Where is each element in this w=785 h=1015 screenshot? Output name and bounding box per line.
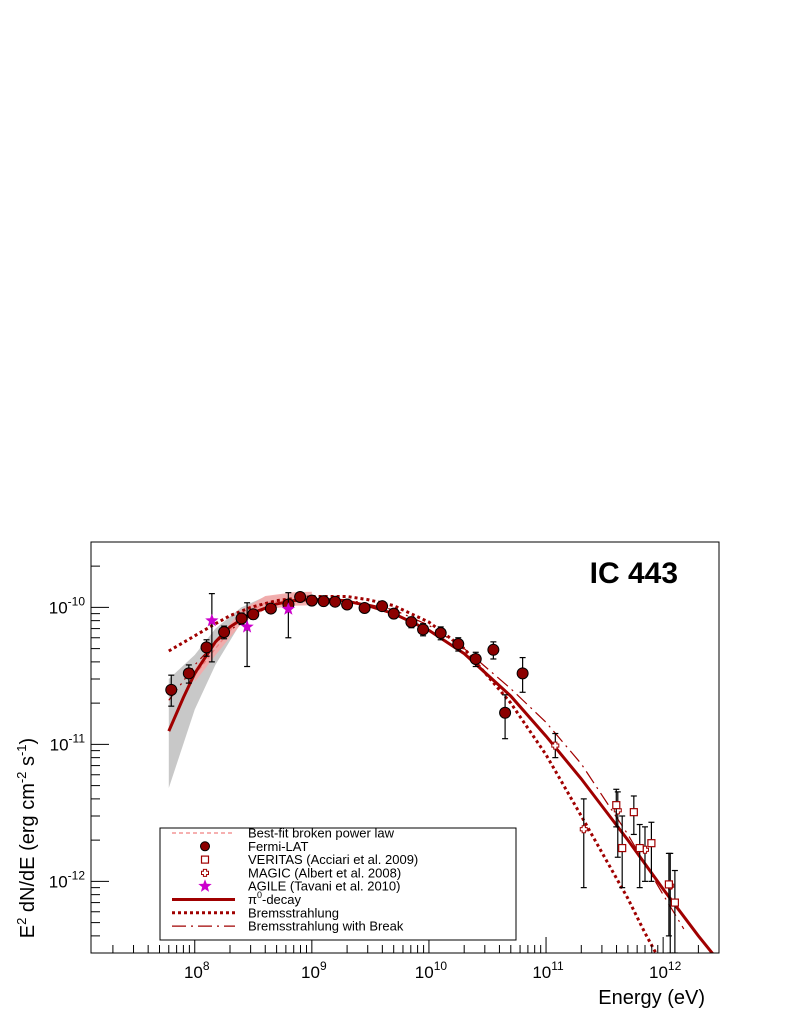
fermi-point xyxy=(247,608,260,621)
legend-label: VERITAS (Acciari et al. 2009) xyxy=(248,852,418,867)
series-line-dash-dot-line xyxy=(168,598,685,930)
legend-swatch-agile xyxy=(198,879,212,892)
legend-label: AGILE (Tavani et al. 2010) xyxy=(248,879,400,894)
veritas-point xyxy=(670,898,679,907)
veritas-point xyxy=(647,839,656,848)
tick-layer xyxy=(91,541,720,954)
tick-label-base: 10 xyxy=(49,598,68,617)
tick-label-base: 10 xyxy=(415,963,434,982)
legend-label: Bremsstrahlung xyxy=(248,905,339,920)
legend-label: Best-fit broken power law xyxy=(248,826,395,841)
agile-point xyxy=(205,613,219,627)
tick-label-base: 10 xyxy=(532,963,551,982)
tick-label-exp: -12 xyxy=(68,868,86,882)
fermi-point xyxy=(165,683,178,696)
fermi-point xyxy=(200,641,213,654)
plot-frame xyxy=(90,541,720,954)
y-tick-label: 10-12 xyxy=(49,868,86,891)
fermi-point xyxy=(218,626,231,639)
legend: Best-fit broken power lawFermi-LATVERITA… xyxy=(159,826,517,941)
legend-swatch-veritas xyxy=(200,855,210,864)
fermi-point xyxy=(358,601,371,614)
fermi-point xyxy=(317,595,330,608)
fermi-point xyxy=(294,591,307,604)
marker-layer xyxy=(165,591,679,953)
fermi-point xyxy=(452,638,465,651)
fermi-point xyxy=(499,706,512,719)
y-axis-title: E2 dN/dE (erg cm-2 s-1) xyxy=(14,738,39,938)
fermi-point xyxy=(469,652,482,665)
fermi-point xyxy=(376,600,389,613)
x-tick-label: 1011 xyxy=(532,959,564,982)
fermi-point xyxy=(329,595,342,608)
veritas-point xyxy=(635,843,644,853)
tick-label-exp: 10 xyxy=(434,959,448,973)
tick-label-base: 10 xyxy=(184,963,203,982)
tick-label-exp: -11 xyxy=(69,731,86,745)
legend-label-part: -decay xyxy=(262,892,302,907)
fermi-point xyxy=(387,607,400,620)
tick-label-exp: -10 xyxy=(68,594,86,608)
y-axis-title-part: dN/dE (erg cm xyxy=(17,783,39,917)
tick-label-base: 10 xyxy=(301,963,320,982)
fermi-point xyxy=(264,602,277,615)
fermi-point xyxy=(305,594,318,607)
legend-label: π0-decay xyxy=(248,890,302,907)
tick-label-exp: 9 xyxy=(320,959,327,973)
x-tick-label: 109 xyxy=(301,959,327,982)
legend-swatch-magic xyxy=(201,868,209,877)
legend-label: MAGIC (Albert et al. 2008) xyxy=(248,865,401,880)
x-tick-label: 1010 xyxy=(415,959,448,982)
fermi-point xyxy=(434,626,447,639)
magic-point xyxy=(579,825,588,834)
y-tick-label: 10-10 xyxy=(49,594,86,617)
x-tick-label: 1012 xyxy=(649,959,682,982)
y-axis-title-exp: 2 xyxy=(14,918,29,925)
fermi-point xyxy=(487,643,500,656)
legend-label: Bremsstrahlung with Break xyxy=(248,919,404,934)
fermi-point xyxy=(405,616,418,629)
y-axis-title-exp: -1 xyxy=(14,744,29,756)
fermi-point xyxy=(235,612,248,625)
x-tick-label: 108 xyxy=(184,959,210,982)
tick-label-base: 10 xyxy=(649,963,668,982)
agile-point xyxy=(281,602,295,615)
legend-label: Fermi-LAT xyxy=(248,839,308,854)
y-axis-title-part: ) xyxy=(17,738,39,745)
x-axis-title: Energy (eV) xyxy=(598,987,705,1009)
veritas-point xyxy=(612,801,621,810)
fermi-point xyxy=(516,667,529,680)
tick-label-exp: 12 xyxy=(668,959,682,973)
source-annotation: IC 443 xyxy=(590,557,678,590)
fermi-point xyxy=(341,598,354,611)
veritas-point xyxy=(618,843,627,853)
y-axis-title-exp: -2 xyxy=(14,772,29,784)
tick-label-base: 10 xyxy=(50,735,69,754)
y-tick-label: 10-11 xyxy=(50,731,86,754)
tick-label-base: 10 xyxy=(49,872,68,891)
tick-label-exp: 11 xyxy=(551,959,564,973)
veritas-point xyxy=(664,880,673,889)
legend-swatch-fermi xyxy=(200,841,210,852)
legend-label-part: π xyxy=(248,892,257,907)
y-axis-title-part: s xyxy=(17,756,39,772)
y-axis-title-part: E xyxy=(17,925,39,938)
agile-point xyxy=(240,619,254,633)
tick-label-exp: 8 xyxy=(203,959,210,973)
veritas-point xyxy=(629,808,638,817)
legend-box xyxy=(159,827,517,941)
fermi-point xyxy=(417,623,430,636)
magic-point xyxy=(551,741,560,750)
fermi-point xyxy=(182,667,195,680)
legend-label-exp: 0 xyxy=(257,890,262,900)
